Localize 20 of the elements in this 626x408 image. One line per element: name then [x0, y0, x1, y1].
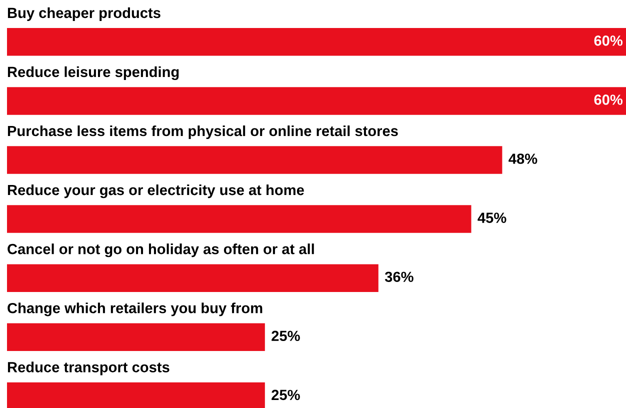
bar: [7, 264, 378, 292]
data-label: 60%: [594, 36, 623, 46]
data-label: 25%: [272, 330, 300, 342]
data-label: 45%: [478, 212, 506, 223]
data-label: 60%: [594, 94, 623, 105]
data-label: 36%: [384, 272, 414, 282]
y-tick-label: Cancel or not go on holiday as often or at all: [8, 244, 314, 258]
bar: [7, 323, 265, 352]
y-tick-label: Purchase less items from physical or online retail stores: [8, 125, 398, 140]
y-tick-label: Reduce your gas or electricity use at home: [8, 184, 304, 198]
y-tick-label: Reduce transport costs: [8, 362, 170, 376]
bar: [7, 205, 472, 233]
data-label: 25%: [272, 390, 300, 400]
bar: [7, 87, 626, 115]
bar: [7, 28, 626, 56]
y-tick-label: Buy cheaper products: [8, 7, 160, 21]
data-label: 48%: [508, 154, 538, 164]
y-tick-label: Change which retailers you buy from: [8, 302, 262, 316]
bar: [7, 146, 502, 174]
y-tick-label: Reduce leisure spending: [8, 66, 179, 80]
